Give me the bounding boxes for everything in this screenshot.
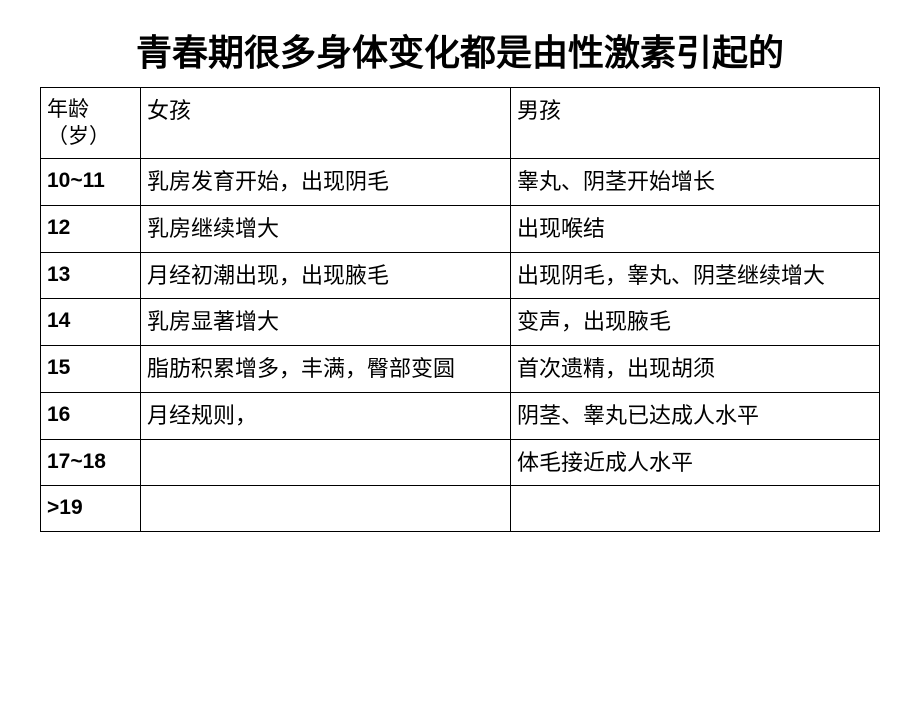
cell-boy: 出现阴毛，睾丸、阴茎继续增大 (511, 252, 880, 299)
cell-girl (141, 486, 511, 531)
cell-boy: 睾丸、阴茎开始增长 (511, 159, 880, 206)
cell-girl: 脂肪积累增多，丰满，臀部变圆 (141, 346, 511, 393)
cell-age: 17~18 (41, 439, 141, 486)
cell-boy: 体毛接近成人水平 (511, 439, 880, 486)
cell-age: 15 (41, 346, 141, 393)
cell-boy: 出现喉结 (511, 206, 880, 253)
cell-girl: 乳房发育开始，出现阴毛 (141, 159, 511, 206)
table-row: 13 月经初潮出现，出现腋毛 出现阴毛，睾丸、阴茎继续增大 (41, 252, 880, 299)
table-row: 10~11 乳房发育开始，出现阴毛 睾丸、阴茎开始增长 (41, 159, 880, 206)
cell-age: 14 (41, 299, 141, 346)
cell-age: 12 (41, 206, 141, 253)
cell-age: 16 (41, 392, 141, 439)
puberty-table: 年龄（岁） 女孩 男孩 10~11 乳房发育开始，出现阴毛 睾丸、阴茎开始增长 … (40, 87, 880, 532)
cell-girl: 乳房显著增大 (141, 299, 511, 346)
cell-girl: 乳房继续增大 (141, 206, 511, 253)
cell-boy: 首次遗精，出现胡须 (511, 346, 880, 393)
col-header-age: 年龄（岁） (41, 87, 141, 159)
cell-age: 10~11 (41, 159, 141, 206)
cell-boy: 阴茎、睾丸已达成人水平 (511, 392, 880, 439)
cell-boy (511, 486, 880, 531)
table-row: 16 月经规则， 阴茎、睾丸已达成人水平 (41, 392, 880, 439)
cell-girl: 月经规则， (141, 392, 511, 439)
table-row: >19 (41, 486, 880, 531)
col-header-boy: 男孩 (511, 87, 880, 159)
cell-age: 13 (41, 252, 141, 299)
col-header-girl: 女孩 (141, 87, 511, 159)
page-title: 青春期很多身体变化都是由性激素引起的 (40, 30, 880, 77)
table-row: 15 脂肪积累增多，丰满，臀部变圆 首次遗精，出现胡须 (41, 346, 880, 393)
cell-girl (141, 439, 511, 486)
table-header-row: 年龄（岁） 女孩 男孩 (41, 87, 880, 159)
cell-boy: 变声，出现腋毛 (511, 299, 880, 346)
table-row: 17~18 体毛接近成人水平 (41, 439, 880, 486)
table-row: 12 乳房继续增大 出现喉结 (41, 206, 880, 253)
cell-age: >19 (41, 486, 141, 531)
cell-girl: 月经初潮出现，出现腋毛 (141, 252, 511, 299)
table-row: 14 乳房显著增大 变声，出现腋毛 (41, 299, 880, 346)
